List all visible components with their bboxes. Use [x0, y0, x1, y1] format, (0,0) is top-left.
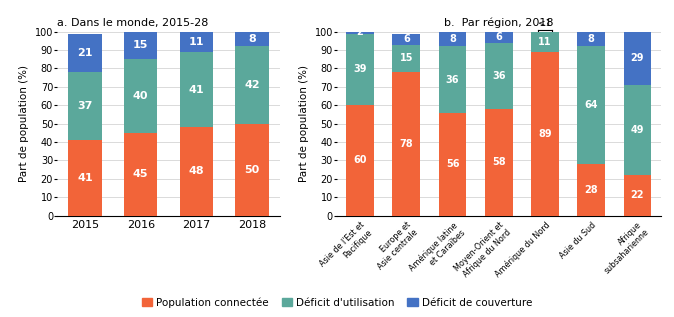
Bar: [623, 32, 651, 85]
Text: 37: 37: [78, 101, 93, 111]
Text: 41: 41: [78, 173, 93, 183]
Bar: [124, 59, 157, 133]
Text: 21: 21: [78, 48, 93, 58]
Bar: [235, 124, 269, 216]
Text: 48: 48: [189, 166, 204, 177]
Bar: [235, 32, 269, 46]
Text: 60: 60: [353, 155, 367, 165]
Bar: [623, 175, 651, 216]
Text: 15: 15: [133, 41, 148, 50]
Text: 28: 28: [584, 185, 598, 195]
Bar: [485, 32, 513, 43]
Text: 22: 22: [631, 190, 644, 200]
Bar: [346, 34, 374, 105]
Bar: [179, 32, 213, 52]
Text: 49: 49: [631, 125, 644, 135]
Text: 56: 56: [446, 159, 459, 169]
Text: 39: 39: [353, 64, 367, 74]
Bar: [179, 127, 213, 216]
Bar: [439, 113, 466, 216]
Title: b.  Par région, 2018: b. Par région, 2018: [444, 18, 553, 28]
Text: 40: 40: [133, 91, 148, 101]
Bar: [578, 164, 605, 216]
Bar: [531, 32, 559, 52]
Text: 50: 50: [244, 165, 259, 175]
Bar: [69, 72, 102, 140]
Text: 8: 8: [588, 34, 594, 44]
Text: 36: 36: [492, 71, 506, 81]
Text: 11: 11: [539, 37, 552, 47]
Text: <1: <1: [539, 19, 551, 28]
Bar: [235, 46, 269, 124]
Text: a. Dans le monde, 2015-28: a. Dans le monde, 2015-28: [57, 18, 209, 28]
Text: 64: 64: [584, 100, 598, 110]
Bar: [346, 105, 374, 216]
Bar: [392, 45, 420, 72]
Bar: [392, 72, 420, 216]
Text: 36: 36: [446, 74, 459, 85]
Text: 29: 29: [631, 53, 644, 63]
Text: 8: 8: [449, 34, 456, 44]
Bar: [69, 34, 102, 72]
Bar: [578, 46, 605, 164]
Bar: [392, 34, 420, 45]
Bar: [179, 52, 213, 127]
Text: 2: 2: [357, 27, 363, 37]
Text: 6: 6: [495, 32, 502, 42]
Bar: [485, 43, 513, 109]
Y-axis label: Part de population (%): Part de population (%): [19, 65, 29, 182]
Bar: [124, 133, 157, 216]
Bar: [346, 30, 374, 34]
Bar: [439, 46, 466, 113]
Bar: [69, 140, 102, 216]
Text: 42: 42: [244, 80, 259, 90]
Bar: [124, 32, 157, 59]
Bar: [578, 32, 605, 46]
Y-axis label: Part de population (%): Part de population (%): [299, 65, 309, 182]
Bar: [485, 109, 513, 216]
Bar: [623, 85, 651, 175]
Bar: [439, 32, 466, 46]
Text: 8: 8: [248, 34, 255, 44]
Text: 78: 78: [400, 139, 413, 149]
Text: 11: 11: [189, 37, 204, 47]
Text: 6: 6: [403, 34, 410, 44]
Text: 15: 15: [400, 53, 413, 63]
Legend: Population connectée, Déficit d'utilisation, Déficit de couverture: Population connectée, Déficit d'utilisat…: [137, 293, 537, 312]
Text: 58: 58: [492, 157, 506, 167]
Text: 41: 41: [189, 85, 204, 94]
Bar: [531, 52, 559, 216]
Text: 89: 89: [538, 129, 552, 139]
Text: 45: 45: [133, 169, 148, 179]
